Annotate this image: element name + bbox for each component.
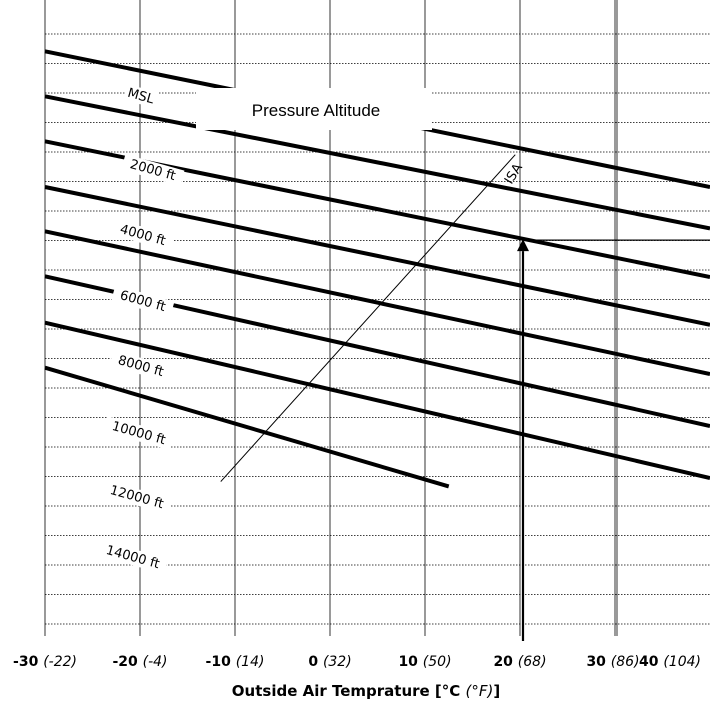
curve-label-group: 6000 ft <box>111 285 175 317</box>
curve-6000-ft <box>44 185 710 327</box>
x-tick-labels: -30 (-22) -20 (-4) -10 (14) 0 (32) 10 (50) 20… <box>13 654 701 670</box>
curve-label-group: 10000 ft <box>103 416 175 451</box>
curve-label-group: 8000 ft <box>109 350 173 382</box>
curve-2000-ft <box>44 94 710 231</box>
example-path <box>517 239 710 641</box>
curve-label: 2000 ft <box>128 157 177 184</box>
curve-label: 6000 ft <box>118 288 167 315</box>
curve-label-background <box>111 219 175 251</box>
x-axis-label-unit: (°F) <box>466 682 494 700</box>
x-tick-label: 0 (32) <box>308 654 351 670</box>
x-tick-label: 30 (86) <box>586 654 639 670</box>
curve-label: 10000 ft <box>110 419 167 448</box>
x-axis-label-close: ] <box>493 682 500 700</box>
curve-12000-ft <box>44 320 710 480</box>
curve-label-background <box>123 84 158 108</box>
curve-label-group: MSL <box>123 84 158 108</box>
x-tick-label: -20 (-4) <box>112 654 167 670</box>
curve-14000-ft <box>44 365 450 489</box>
isa-line <box>220 154 516 482</box>
x-axis-label: Outside Air Temprature [°C (°F)] <box>232 682 500 700</box>
curve-label: 14000 ft <box>104 543 161 572</box>
curve-label-group: 2000 ft <box>121 154 185 186</box>
curve-8000-ft <box>44 229 710 376</box>
example-arrowhead <box>517 239 529 252</box>
x-tick-label: 20 (68) <box>493 654 546 670</box>
curve-labels: MSL 2000 ft 4000 ft 6000 ft 8000 ft 10000 ft 1… <box>97 84 185 575</box>
x-axis-label-main: Outside Air Temprature [°C <box>232 682 466 700</box>
curve-label-background <box>97 540 169 575</box>
title-background <box>196 88 432 130</box>
x-tick-label: 40 (104) <box>639 654 701 670</box>
curve-label-background <box>121 154 185 186</box>
x-tick-label: -30 (-22) <box>13 654 77 670</box>
curve-label-group: 12000 ft <box>101 480 173 515</box>
chart-title: Pressure Altitude <box>252 101 381 120</box>
x-tick-label: 10 (50) <box>398 654 451 670</box>
curve-label-background <box>103 416 175 451</box>
curve-label-background <box>111 285 175 317</box>
curve-label: MSL <box>126 86 156 108</box>
curve-label-background <box>109 350 173 382</box>
curve-label: 4000 ft <box>118 222 167 249</box>
curve-label: 12000 ft <box>108 483 165 512</box>
x-tick-label: -10 (14) <box>206 654 265 670</box>
curve-label-group: 14000 ft <box>97 540 169 575</box>
curve-label: 8000 ft <box>116 353 165 380</box>
curve-label-background <box>101 480 173 515</box>
